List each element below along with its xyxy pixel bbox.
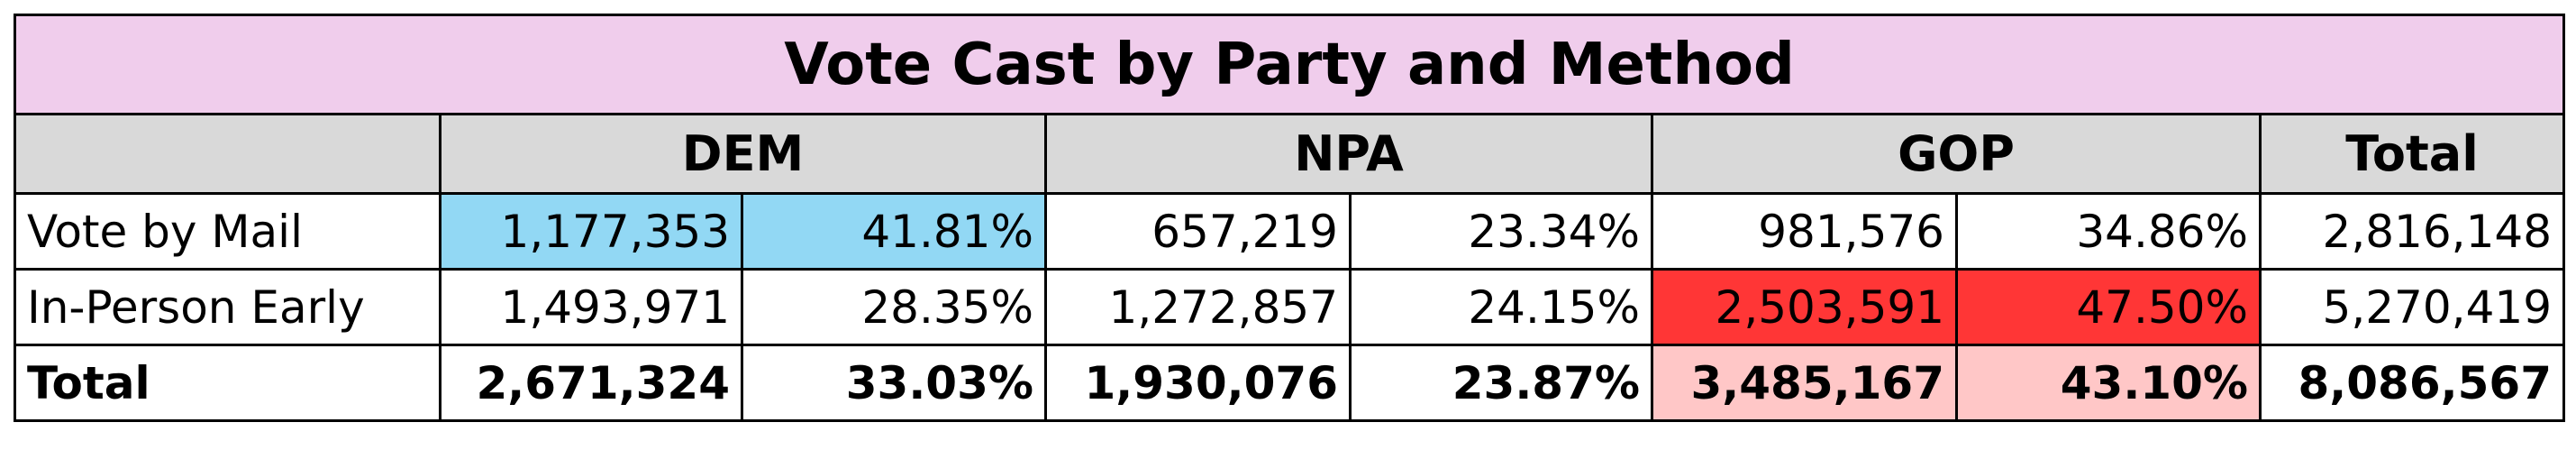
column-header: NPA bbox=[1044, 113, 1653, 195]
column-header: GOP bbox=[1651, 113, 2262, 195]
total-row: Total 2,671,324 33.03% 1,930,076 23.87% … bbox=[14, 344, 2565, 422]
table-title: Vote Cast by Party and Method bbox=[14, 14, 2565, 115]
cell: 981,576 bbox=[1651, 192, 1958, 271]
cell: 3,485,167 bbox=[1651, 344, 1958, 422]
cell: 1,930,076 bbox=[1044, 344, 1352, 422]
row-label: In-Person Early bbox=[14, 268, 441, 346]
cell: 28.35% bbox=[741, 268, 1047, 346]
title-row: Vote Cast by Party and Method bbox=[14, 14, 2565, 115]
cell: 5,270,419 bbox=[2259, 268, 2565, 346]
corner-cell bbox=[14, 113, 441, 195]
cell: 8,086,567 bbox=[2259, 344, 2565, 422]
cell: 1,177,353 bbox=[439, 192, 743, 271]
column-header: Total bbox=[2259, 113, 2565, 195]
data-row: In-Person Early 1,493,971 28.35% 1,272,8… bbox=[14, 268, 2565, 346]
cell: 34.86% bbox=[1955, 192, 2262, 271]
cell: 43.10% bbox=[1955, 344, 2262, 422]
cell: 47.50% bbox=[1955, 268, 2262, 346]
cell: 1,493,971 bbox=[439, 268, 743, 346]
cell: 657,219 bbox=[1044, 192, 1352, 271]
column-header: DEM bbox=[439, 113, 1047, 195]
header-row: DEM NPA GOP Total bbox=[14, 113, 2565, 195]
cell: 23.34% bbox=[1349, 192, 1653, 271]
cell: 2,503,591 bbox=[1651, 268, 1958, 346]
cell: 41.81% bbox=[741, 192, 1047, 271]
vote-table: Vote Cast by Party and Method DEM NPA GO… bbox=[14, 14, 2565, 422]
row-label: Total bbox=[14, 344, 441, 422]
cell: 2,671,324 bbox=[439, 344, 743, 422]
data-row: Vote by Mail 1,177,353 41.81% 657,219 23… bbox=[14, 192, 2565, 271]
row-label: Vote by Mail bbox=[14, 192, 441, 271]
cell: 1,272,857 bbox=[1044, 268, 1352, 346]
cell: 24.15% bbox=[1349, 268, 1653, 346]
cell: 23.87% bbox=[1349, 344, 1653, 422]
cell: 33.03% bbox=[741, 344, 1047, 422]
cell: 2,816,148 bbox=[2259, 192, 2565, 271]
